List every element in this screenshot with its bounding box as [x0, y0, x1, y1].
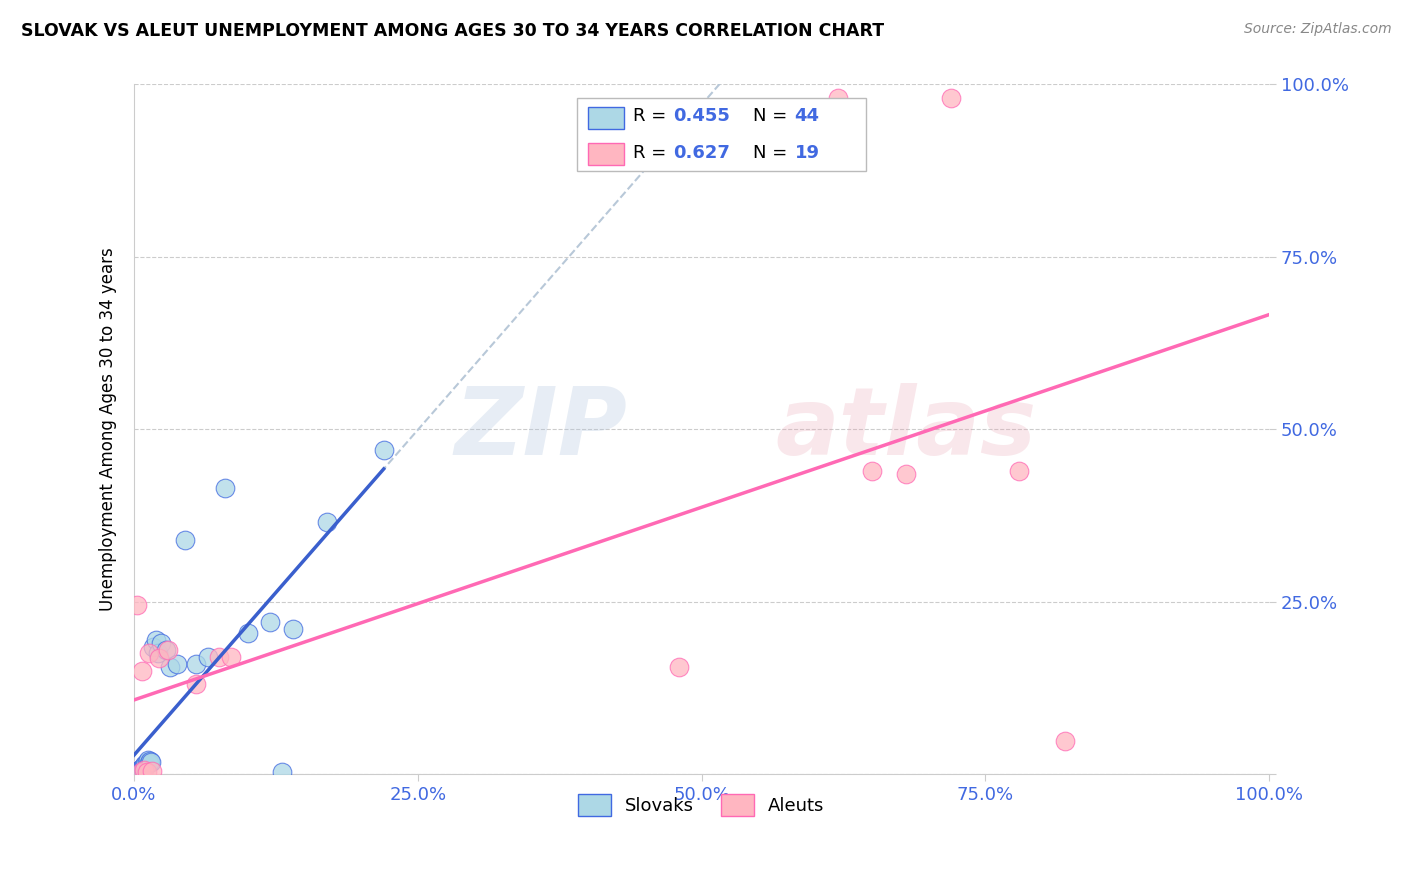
FancyBboxPatch shape	[588, 106, 624, 129]
Point	[150, 636, 173, 650]
Point	[131, 763, 153, 777]
Point	[373, 442, 395, 457]
Point	[174, 533, 197, 547]
Text: R =: R =	[634, 107, 672, 126]
Point	[186, 657, 208, 671]
Point	[155, 643, 177, 657]
Point	[125, 765, 148, 780]
Point	[135, 765, 157, 780]
Point	[131, 664, 153, 678]
Text: SLOVAK VS ALEUT UNEMPLOYMENT AMONG AGES 30 TO 34 YEARS CORRELATION CHART: SLOVAK VS ALEUT UNEMPLOYMENT AMONG AGES …	[21, 22, 884, 40]
Point	[186, 677, 208, 691]
Text: N =: N =	[752, 144, 793, 161]
Point	[1053, 734, 1076, 748]
Point	[270, 765, 292, 780]
Point	[281, 622, 304, 636]
Point	[219, 649, 242, 664]
Point	[134, 760, 156, 774]
Point	[134, 763, 156, 777]
Point	[128, 765, 150, 780]
Point	[129, 764, 152, 778]
Point	[134, 758, 156, 772]
Point	[128, 763, 150, 777]
Text: 44: 44	[794, 107, 820, 126]
Point	[236, 625, 259, 640]
Point	[894, 467, 917, 482]
Point	[134, 756, 156, 771]
Point	[138, 647, 160, 661]
Point	[139, 754, 162, 768]
Point	[132, 759, 155, 773]
Point	[124, 765, 146, 780]
Legend: Slovaks, Aleuts: Slovaks, Aleuts	[571, 788, 832, 823]
FancyBboxPatch shape	[576, 98, 866, 170]
Point	[128, 765, 150, 780]
Point	[141, 764, 163, 778]
Point	[316, 516, 339, 530]
Point	[259, 615, 281, 630]
Text: 0.627: 0.627	[673, 144, 730, 161]
Point	[145, 632, 167, 647]
Point	[197, 649, 219, 664]
Point	[146, 647, 169, 661]
Point	[128, 764, 150, 779]
Point	[860, 464, 883, 478]
Point	[127, 764, 149, 779]
Point	[134, 759, 156, 773]
Point	[128, 764, 150, 778]
Point	[124, 766, 146, 780]
Text: ZIP: ZIP	[456, 384, 627, 475]
FancyBboxPatch shape	[588, 143, 624, 165]
Point	[668, 660, 690, 674]
Point	[159, 660, 181, 674]
Point	[827, 91, 849, 105]
Point	[135, 755, 157, 769]
Point	[166, 657, 188, 671]
Point	[129, 762, 152, 776]
Point	[941, 91, 963, 105]
Point	[136, 753, 159, 767]
Point	[132, 762, 155, 776]
Point	[142, 640, 165, 654]
Point	[131, 761, 153, 775]
Text: atlas: atlas	[775, 384, 1036, 475]
Text: N =: N =	[752, 107, 793, 126]
Point	[127, 765, 149, 780]
Point	[125, 766, 148, 780]
Point	[138, 756, 160, 770]
Point	[129, 765, 152, 780]
Text: 0.455: 0.455	[673, 107, 730, 126]
Point	[214, 481, 236, 495]
Y-axis label: Unemployment Among Ages 30 to 34 years: Unemployment Among Ages 30 to 34 years	[100, 247, 117, 611]
Point	[1008, 464, 1031, 478]
Point	[157, 643, 180, 657]
Point	[139, 756, 162, 770]
Text: Source: ZipAtlas.com: Source: ZipAtlas.com	[1244, 22, 1392, 37]
Text: 19: 19	[794, 144, 820, 161]
Point	[129, 762, 152, 776]
Point	[208, 649, 231, 664]
Point	[148, 651, 170, 665]
Text: R =: R =	[634, 144, 672, 161]
Point	[127, 598, 149, 612]
